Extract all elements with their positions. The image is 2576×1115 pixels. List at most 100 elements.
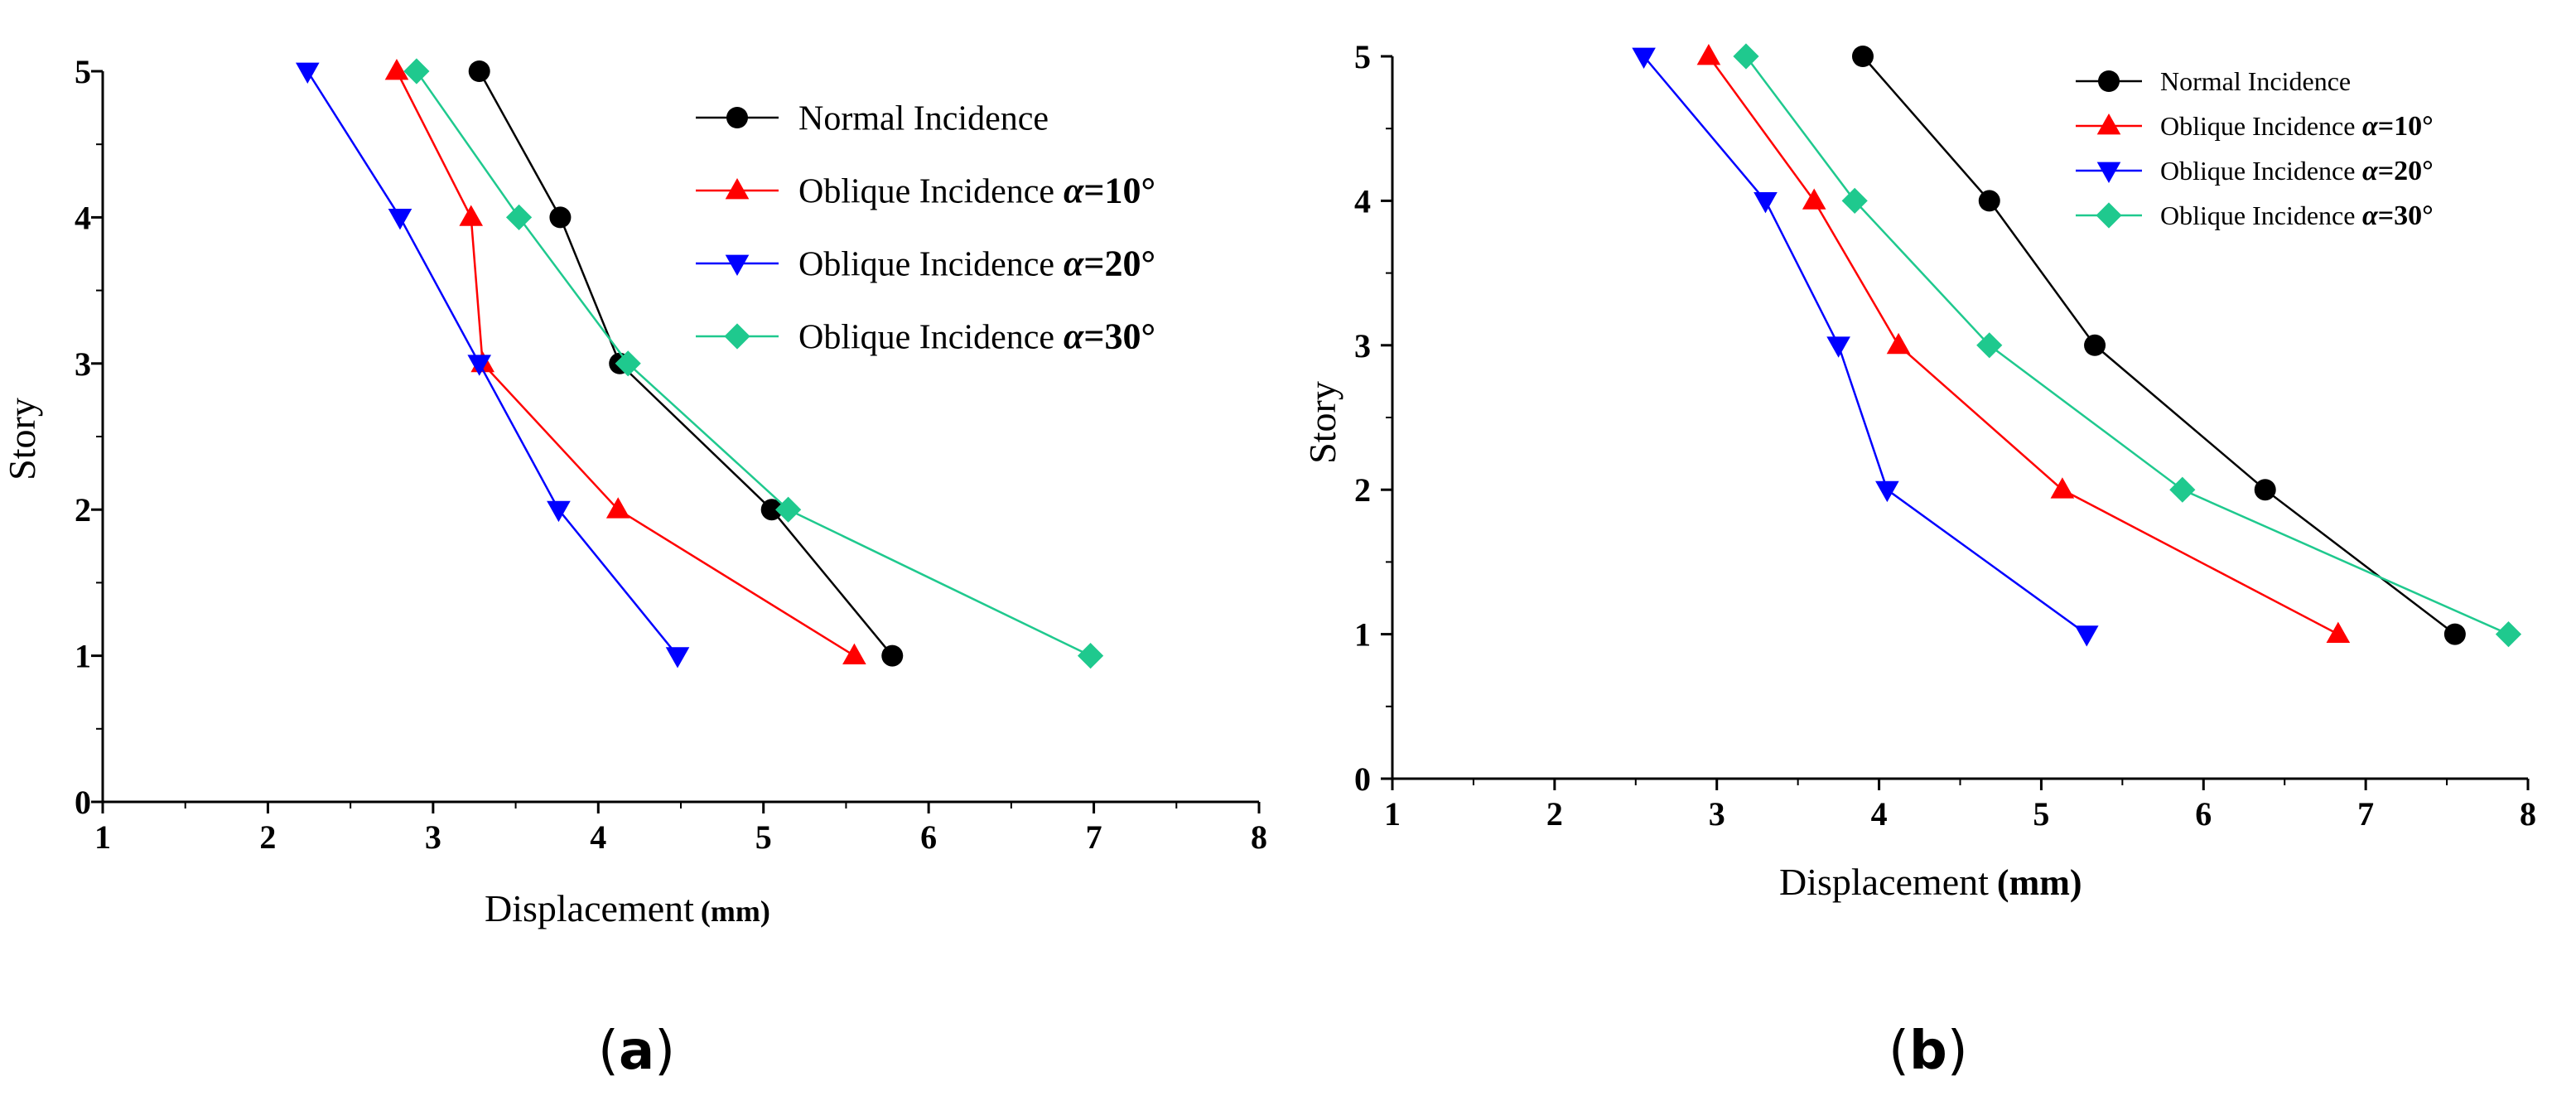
legend-marker xyxy=(2096,202,2122,229)
y-tick-label: 1 xyxy=(1354,616,1371,654)
x-tick-label: 7 xyxy=(2357,795,2374,833)
x-tick-label: 8 xyxy=(1251,818,1267,856)
legend-label: Oblique Incidence α=10° xyxy=(2160,111,2434,142)
x-axis-label-text: Displacement xyxy=(485,887,694,929)
data-point xyxy=(1978,190,2000,212)
data-point xyxy=(1696,44,1721,65)
data-point xyxy=(547,500,571,523)
data-point xyxy=(388,209,412,230)
y-tick-label: 3 xyxy=(75,345,91,383)
x-tick-label: 8 xyxy=(2520,795,2536,833)
data-point xyxy=(467,355,491,376)
legend-alpha-value: = xyxy=(1083,244,1104,284)
legend-alpha-value: = xyxy=(2378,200,2394,231)
data-point xyxy=(1841,187,1868,214)
data-point xyxy=(760,499,783,521)
legend-alpha-degrees: 10° xyxy=(1104,171,1155,211)
y-tick-label: 2 xyxy=(1354,471,1371,509)
x-axis-label-text: Displacement xyxy=(1779,861,1989,903)
legend-label-text: Normal Incidence xyxy=(798,100,1049,138)
panel-label-a: (a) xyxy=(598,1021,676,1082)
y-axis-label: Story xyxy=(1301,381,1343,464)
data-point xyxy=(459,205,484,226)
legend-marker xyxy=(725,178,750,200)
legend-alpha-symbol: α xyxy=(1054,316,1084,357)
legend-item: Oblique Incidence α=30° xyxy=(2076,200,2434,231)
x-tick-label: 3 xyxy=(1709,795,1725,833)
legend-alpha-symbol: α xyxy=(1054,244,1084,284)
data-point xyxy=(1754,192,1778,214)
series-0 xyxy=(468,60,904,667)
legend-alpha-degrees: 10° xyxy=(2394,111,2434,142)
legend-item: Oblique Incidence α=20° xyxy=(2076,156,2434,186)
data-point xyxy=(1826,336,1850,358)
legend-alpha-symbol: α xyxy=(2355,200,2379,231)
legend-marker xyxy=(2096,113,2121,135)
x-tick-label: 4 xyxy=(590,818,606,856)
data-point xyxy=(1875,480,1899,503)
data-point xyxy=(1976,332,2003,359)
x-axis-unit: (mm) xyxy=(701,895,770,928)
data-point xyxy=(2074,625,2099,647)
legend-item: Normal Incidence xyxy=(696,100,1049,138)
data-point xyxy=(2254,479,2276,501)
data-point xyxy=(2495,621,2522,648)
legend-item: Oblique Incidence α=30° xyxy=(696,316,1155,357)
legend-alpha-symbol: α xyxy=(2355,156,2379,186)
y-axis-label: Story xyxy=(1,398,43,480)
data-point xyxy=(1851,46,1874,67)
data-point xyxy=(2050,477,2075,499)
legend-alpha-value: = xyxy=(1083,316,1104,357)
legend-alpha-value: = xyxy=(1083,171,1104,211)
legend-item: Oblique Incidence α=20° xyxy=(696,244,1155,284)
data-point xyxy=(295,62,320,84)
legend: Normal Incidence Oblique Incidence α=10° O… xyxy=(696,100,1155,357)
data-point xyxy=(403,58,430,84)
y-tick-label: 5 xyxy=(1354,38,1371,75)
legend-alpha-symbol: α xyxy=(1054,171,1084,211)
x-axis-label: Displacement (mm) xyxy=(485,887,770,929)
series-0 xyxy=(1851,46,2466,645)
data-point xyxy=(1886,332,1911,355)
legend-label: Oblique Incidence α=10° xyxy=(798,171,1155,211)
data-point xyxy=(842,643,866,664)
series-line xyxy=(1862,56,2456,635)
legend-label-text: Oblique Incidence xyxy=(2160,200,2355,230)
legend-label-text: Oblique Incidence xyxy=(2160,156,2355,186)
data-point xyxy=(2084,334,2106,356)
x-tick-label: 1 xyxy=(1384,795,1401,833)
series-2 xyxy=(1632,47,2099,647)
legend-marker xyxy=(2096,162,2121,183)
x-tick-label: 5 xyxy=(755,818,772,856)
series-line xyxy=(1744,56,2510,635)
y-tick-label: 2 xyxy=(75,491,91,529)
y-tick-label: 4 xyxy=(1354,182,1371,220)
series-3 xyxy=(1733,43,2522,648)
x-tick-label: 2 xyxy=(259,818,276,856)
data-point xyxy=(665,647,690,669)
series-3 xyxy=(403,58,1104,669)
legend-alpha-degrees: 20° xyxy=(1104,244,1155,284)
data-point xyxy=(549,206,572,229)
data-point xyxy=(2169,476,2196,503)
x-tick-label: 7 xyxy=(1086,818,1102,856)
legend-marker xyxy=(725,254,750,276)
legend-label-text: Oblique Incidence xyxy=(2160,111,2355,141)
y-tick-label: 4 xyxy=(75,199,91,236)
series-line xyxy=(1707,56,2339,635)
series-1 xyxy=(1696,44,2351,643)
x-tick-label: 1 xyxy=(94,818,111,856)
legend-alpha-degrees: 30° xyxy=(1104,316,1155,357)
x-tick-label: 3 xyxy=(425,818,441,856)
legend-marker xyxy=(2098,70,2120,92)
series-line xyxy=(415,70,1092,657)
legend-marker xyxy=(724,323,750,350)
y-tick-label: 0 xyxy=(75,784,91,821)
x-axis-label: Displacement (mm) xyxy=(1779,861,2082,903)
x-tick-label: 6 xyxy=(2195,795,2212,833)
x-tick-label: 6 xyxy=(920,818,937,856)
